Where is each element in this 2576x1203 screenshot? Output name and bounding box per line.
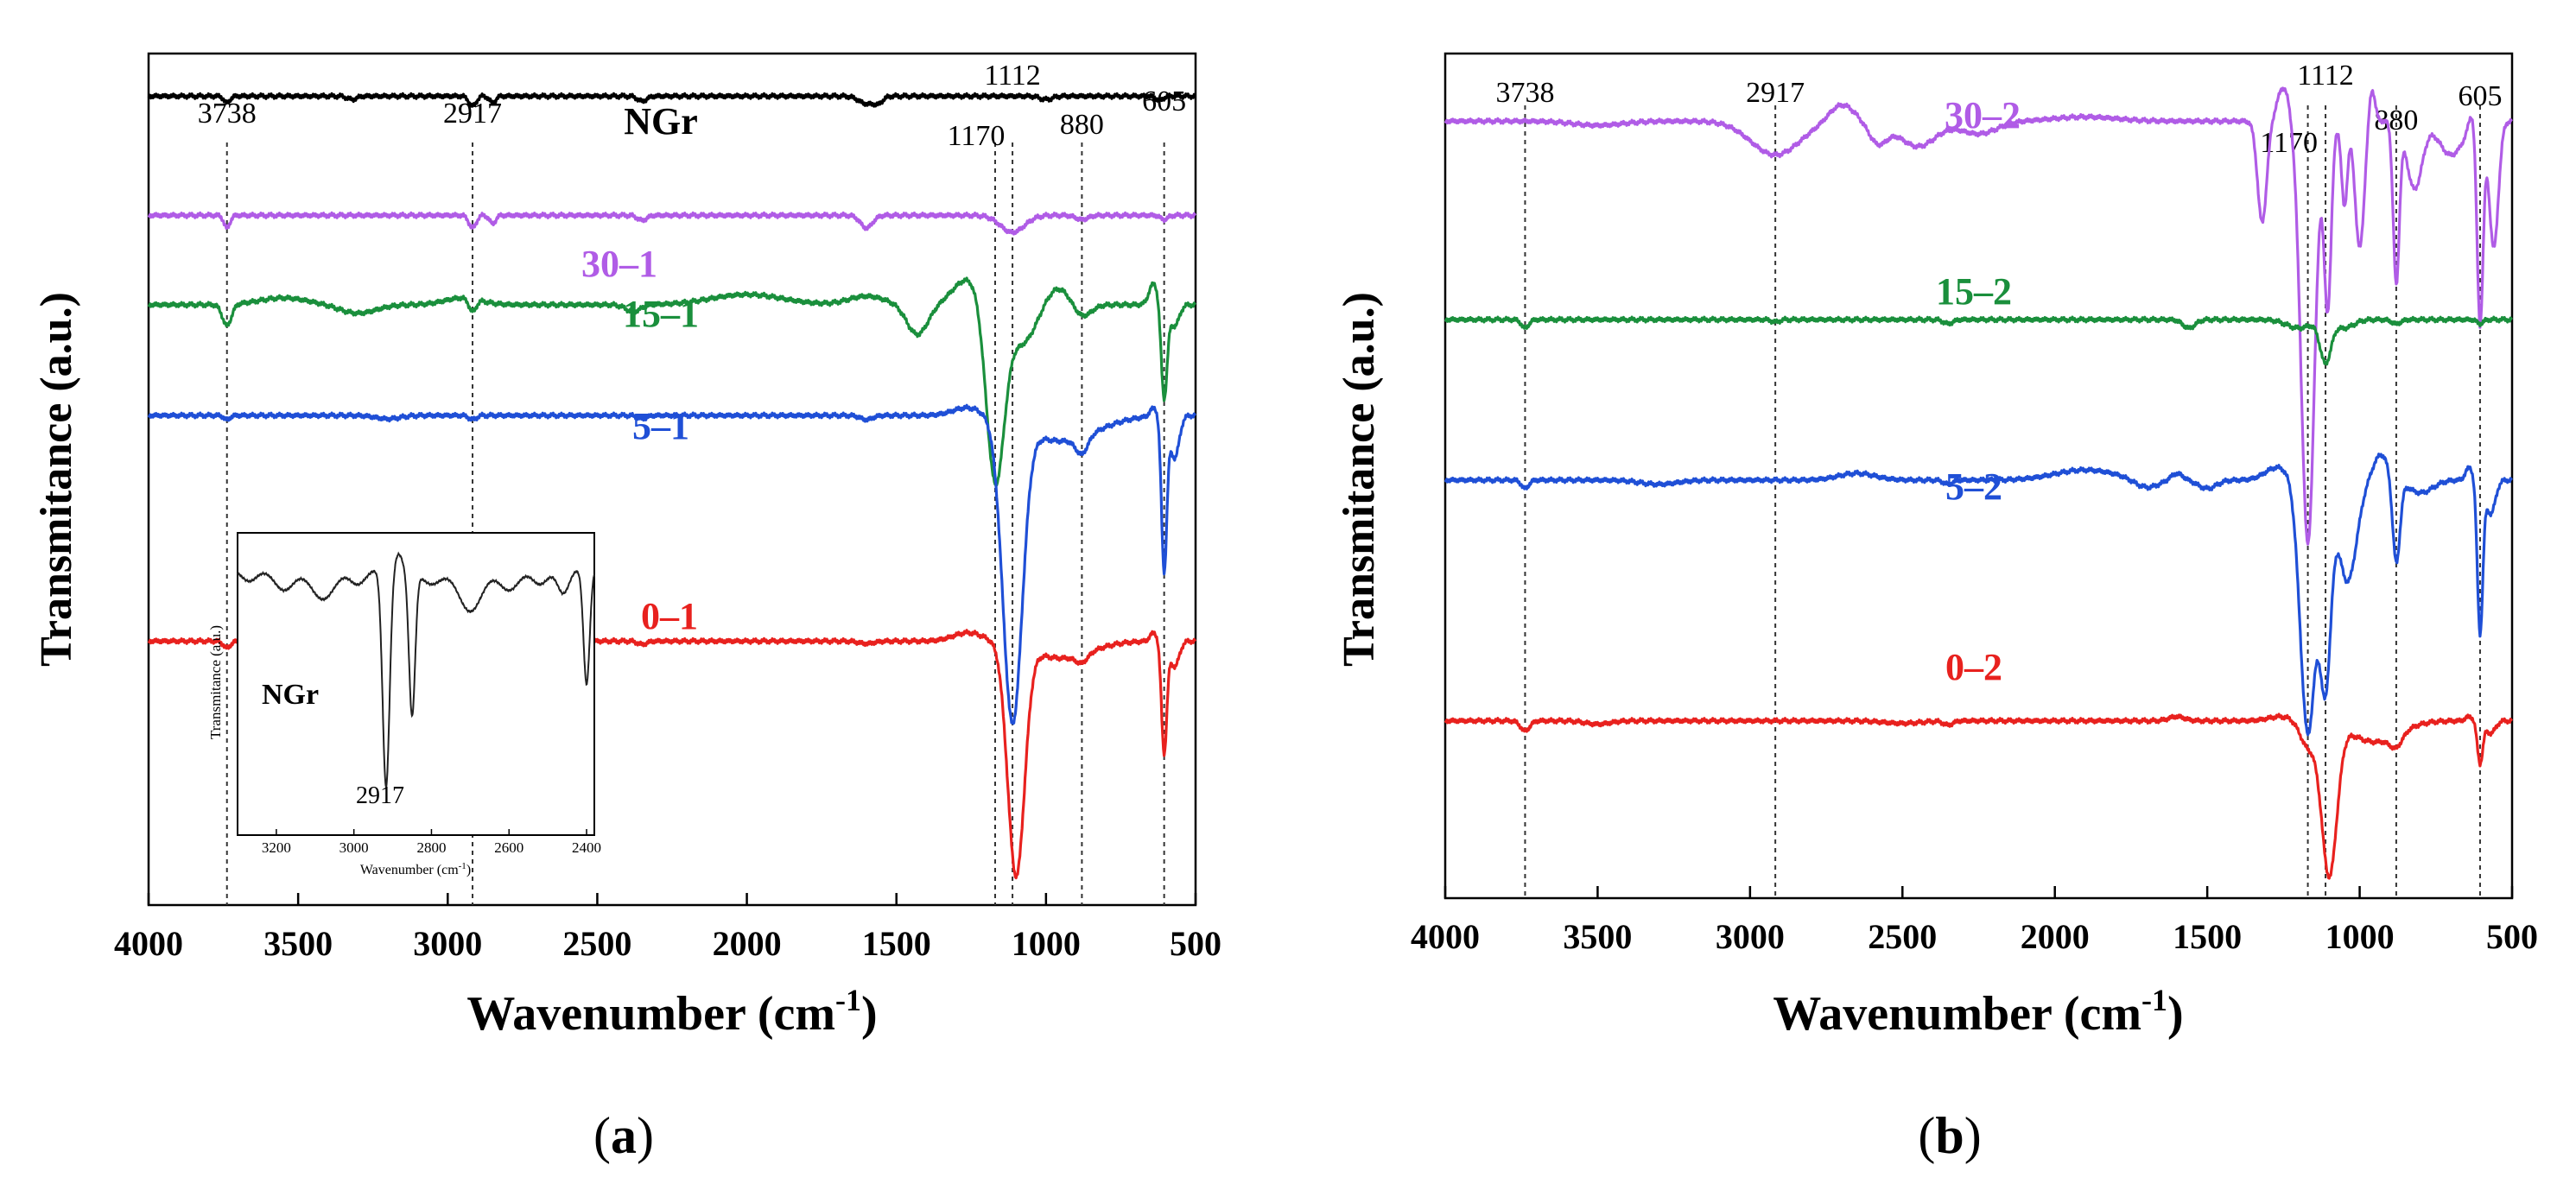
panel-label: (b) xyxy=(1918,1107,1981,1164)
inset-series-line xyxy=(237,551,595,788)
series-label-NGr: NGr xyxy=(624,100,698,142)
x-tick-label: 3000 xyxy=(1716,917,1785,956)
x-axis-title-main: Wavenumber (cm xyxy=(1773,987,2141,1041)
x-tick-label: 500 xyxy=(2486,917,2538,956)
panel-label-open: ( xyxy=(1918,1107,1935,1164)
peak-label: 3738 xyxy=(1495,77,1554,109)
x-tick-label: 2000 xyxy=(713,924,782,963)
x-tick-label: 2500 xyxy=(1868,917,1937,956)
panel-label-letter: b xyxy=(1935,1107,1964,1164)
panel-label: (a) xyxy=(593,1107,654,1164)
series-label-15-2: 15–2 xyxy=(1936,270,2012,313)
series-line-5-2 xyxy=(1443,453,2513,737)
panel-label-close: ) xyxy=(1964,1107,1982,1164)
panel-label-open: ( xyxy=(593,1107,611,1164)
series-line-30-2 xyxy=(1443,86,2513,546)
peak-label: 880 xyxy=(1060,109,1104,141)
inset-series-label: NGr xyxy=(262,679,319,711)
inset-x-axis-title-main: Wavenumber (cm xyxy=(360,863,459,877)
panel-label-letter: a xyxy=(611,1107,637,1164)
series-label-5-1: 5–1 xyxy=(632,405,689,447)
peak-label: 605 xyxy=(2458,80,2502,112)
y-axis-title: Transmitance (a.u.) xyxy=(32,292,81,667)
x-tick-label: 3500 xyxy=(1563,917,1632,956)
inset-x-tick-label: 3000 xyxy=(339,839,369,856)
y-axis-title: Transmitance (a.u.) xyxy=(1335,292,1384,667)
x-axis-title: Wavenumber (cm-1) xyxy=(1773,983,2183,1041)
x-tick-label: 4000 xyxy=(1411,917,1480,956)
series-label-5-2: 5–2 xyxy=(1945,465,2002,508)
x-tick-label: 500 xyxy=(1170,924,1221,963)
inset-x-axis-title: Wavenumber (cm-1) xyxy=(360,861,471,877)
inset-x-tick-label: 2800 xyxy=(416,839,446,856)
x-axis-title: Wavenumber (cm-1) xyxy=(466,983,877,1041)
peak-label: 2917 xyxy=(1746,77,1805,109)
inset-chart: 3200 3000 2800 2600 2400 NGr 2917 Transmitance … xyxy=(207,532,601,877)
x-tick-label: 1000 xyxy=(1012,924,1081,963)
series-label-30-2: 30–2 xyxy=(1945,94,2021,136)
x-axis-title-main: Wavenumber (cm xyxy=(466,987,835,1041)
x-axis-title-superscript: -1 xyxy=(2141,983,2167,1017)
plot-frame xyxy=(1443,52,2514,900)
peak-label: 1112 xyxy=(984,60,1040,92)
series-label-0-1: 0–1 xyxy=(641,595,698,637)
inset-peak-annotation: 2917 xyxy=(356,782,404,809)
x-tick-label: 3500 xyxy=(263,924,333,963)
plot-frame xyxy=(147,52,1197,907)
inset-x-axis-title-superscript: -1 xyxy=(459,861,466,871)
inset-x-axis-title-close: ) xyxy=(466,863,471,877)
x-tick-label: 4000 xyxy=(114,924,183,963)
x-tick-label: 2500 xyxy=(562,924,631,963)
x-tick-label: 1000 xyxy=(2325,917,2395,956)
series-label-0-2: 0–2 xyxy=(1945,646,2002,688)
x-axis-title-superscript: -1 xyxy=(835,983,861,1017)
panel-b-chart: 4000 3500 3000 2500 2000 1500 1000 500 3738 2917 1… xyxy=(1335,52,2538,1164)
panel-label-close: ) xyxy=(637,1107,654,1164)
inset-y-axis-title: Transmitance (a.u.) xyxy=(207,625,224,739)
x-tick-label: 1500 xyxy=(2173,917,2242,956)
x-tick-label: 3000 xyxy=(413,924,482,963)
series-line-15-1 xyxy=(147,276,1196,487)
peak-label: 1170 xyxy=(948,120,1006,152)
inset-x-tick-label: 3200 xyxy=(262,839,291,856)
series-label-15-1: 15–1 xyxy=(623,293,699,335)
x-tick-label: 1500 xyxy=(862,924,931,963)
series-line-15-2 xyxy=(1443,315,2513,366)
peak-label: 1112 xyxy=(2297,60,2353,92)
series-line-NGr xyxy=(147,92,1196,108)
series-line-5-1 xyxy=(147,403,1196,725)
x-axis-title-close: ) xyxy=(861,987,878,1041)
x-tick-label: 2000 xyxy=(2021,917,2090,956)
series-label-30-1: 30–1 xyxy=(581,243,657,285)
series-line-30-1 xyxy=(147,211,1197,236)
x-axis-title-close: ) xyxy=(2167,987,2184,1041)
inset-x-tick-label: 2400 xyxy=(572,839,601,856)
series-line-0-2 xyxy=(1443,712,2514,880)
inset-x-tick-label: 2600 xyxy=(494,839,523,856)
